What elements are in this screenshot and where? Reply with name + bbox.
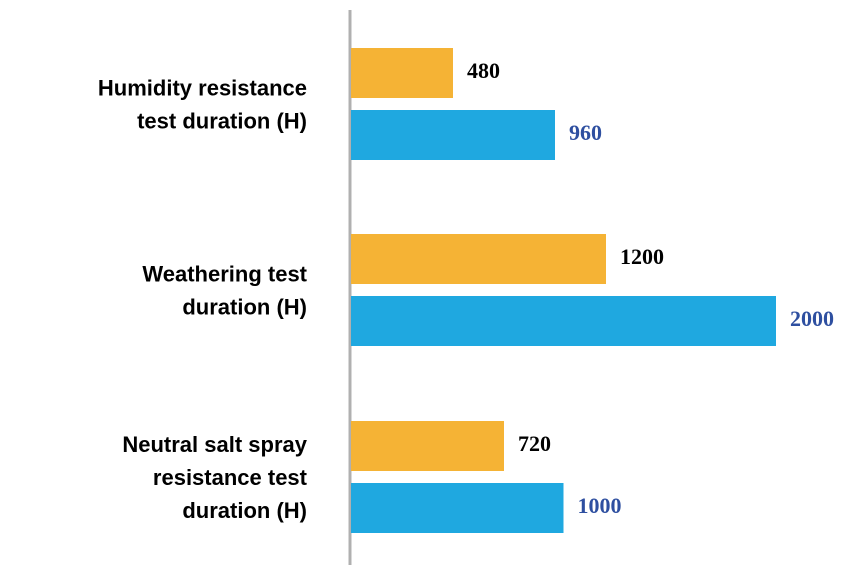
value-label: 480 [467, 58, 500, 83]
category-label: Neutral salt spray resistance test duratio… [122, 432, 307, 523]
bar [351, 421, 504, 471]
value-label: 1000 [578, 493, 622, 518]
category-label: Humidity resistance test duration (H) [98, 76, 307, 134]
category-line: duration (H) [182, 295, 307, 320]
bar [351, 483, 564, 533]
category-line: Weathering test [142, 262, 307, 287]
bar [351, 296, 776, 346]
category-line: duration (H) [182, 498, 307, 523]
category-label: Weathering test duration (H) [142, 262, 307, 320]
value-label: 2000 [790, 306, 834, 331]
value-label: 720 [518, 431, 551, 456]
category-line: Humidity resistance [98, 76, 307, 101]
bar [351, 48, 453, 98]
bar [351, 110, 555, 160]
bar [351, 234, 606, 284]
category-line: test duration (H) [137, 109, 307, 134]
value-label: 960 [569, 120, 602, 145]
category-line: resistance test [153, 465, 308, 490]
value-label: 1200 [620, 244, 664, 269]
category-line: Neutral salt spray [122, 432, 307, 457]
